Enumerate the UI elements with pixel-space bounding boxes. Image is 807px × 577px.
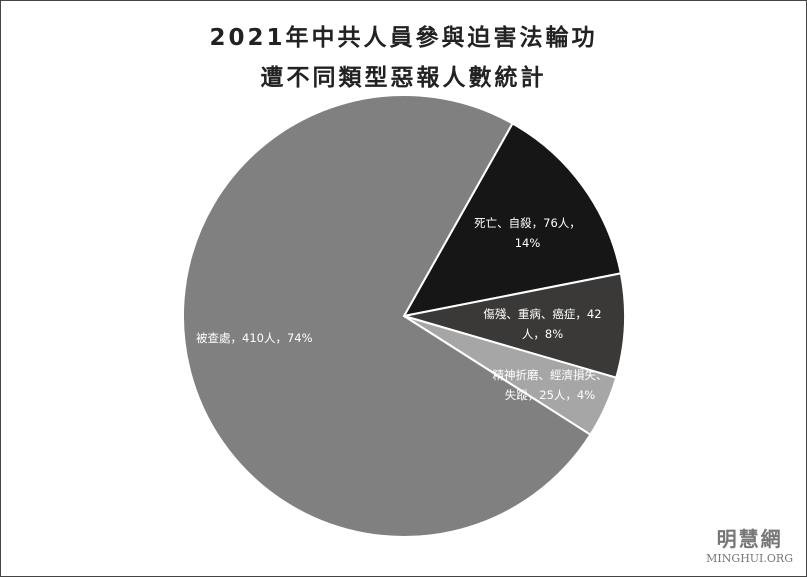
chart-subtitle: 遭不同類型惡報人數統計 <box>260 65 547 91</box>
slice-label-death: 死亡、自殺，76人，14% <box>474 216 581 250</box>
pie-slice-0 <box>402 122 623 318</box>
pie-slice-1 <box>403 272 626 379</box>
slice-label-injury: 傷殘、重病、癌症，42 人，8% <box>483 307 602 341</box>
slice-label-mental: 精神折磨、經濟損失、 失蹤，25人，4% <box>492 368 608 402</box>
pie-slice-3 <box>182 94 592 538</box>
minghui-logo: 明慧網 MINGHUI.ORG <box>706 527 793 565</box>
slice-label-punished: 被查處，410人，74% <box>196 331 313 345</box>
chart-title: 2021年中共人員參與迫害法輪功 <box>209 25 598 51</box>
